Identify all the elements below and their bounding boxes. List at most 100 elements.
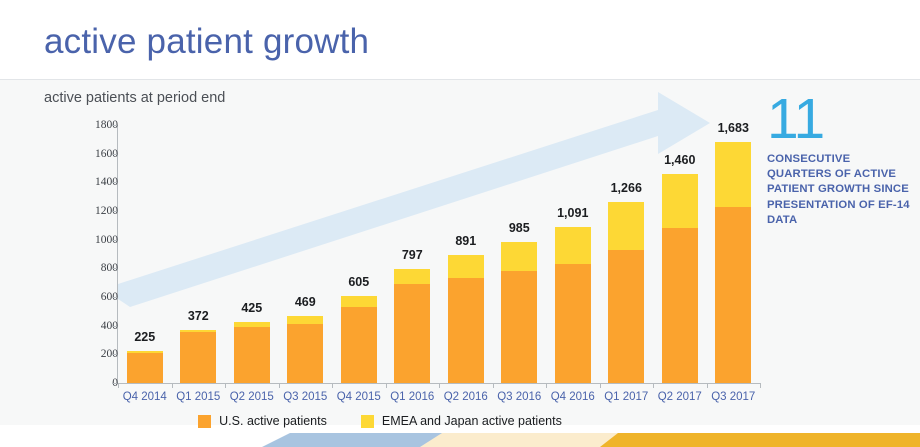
- bar-group[interactable]: [340, 296, 377, 383]
- bar-segment-emea-japan[interactable]: [180, 329, 217, 333]
- legend-label: EMEA and Japan active patients: [381, 414, 562, 428]
- x-axis-tick-label: Q4 2015: [336, 391, 381, 403]
- x-axis-tick-mark: [653, 383, 654, 388]
- bar-value-label: 425: [241, 301, 263, 316]
- x-axis-tick-mark: [760, 383, 761, 388]
- bar-group[interactable]: [661, 173, 698, 383]
- bottom-decorative-stripe: [0, 423, 920, 447]
- legend-item[interactable]: U.S. active patients: [198, 414, 327, 428]
- bar-segment-us[interactable]: [340, 307, 377, 383]
- bar-segment-emea-japan[interactable]: [554, 226, 591, 265]
- bar-group[interactable]: [554, 226, 591, 383]
- x-axis-tick-label: Q1 2017: [604, 391, 649, 403]
- bar-value-label: 372: [187, 308, 209, 323]
- x-axis-tick-mark: [385, 383, 387, 388]
- bar-value-label: 1,091: [557, 205, 589, 220]
- callout-text: CONSECUTIVE QUARTERS OF ACTIVE PATIENT G…: [767, 153, 910, 226]
- y-axis-tick-mark: [112, 354, 117, 356]
- x-axis-tick-mark: [278, 383, 280, 388]
- x-axis-tick-mark: [599, 383, 601, 388]
- x-axis-tick-label: Q3 2016: [497, 391, 542, 403]
- bar-segment-emea-japan[interactable]: [715, 141, 752, 208]
- bar-segment-emea-japan[interactable]: [233, 322, 270, 328]
- y-axis-tick-label: 800: [100, 262, 118, 275]
- bar-group[interactable]: [180, 329, 217, 383]
- bar-segment-emea-japan[interactable]: [340, 296, 377, 308]
- bar-segment-us[interactable]: [287, 324, 324, 383]
- bar-value-label: 797: [401, 247, 423, 262]
- title-divider: [0, 79, 920, 80]
- bar-segment-us[interactable]: [394, 283, 431, 383]
- bar-segment-emea-japan[interactable]: [126, 350, 163, 354]
- chart-legend: U.S. active patients EMEA and Japan activ…: [0, 414, 760, 428]
- x-axis-tick-label: Q2 2017: [657, 391, 702, 403]
- bar-group[interactable]: [447, 255, 484, 383]
- x-axis-tick-label: Q3 2015: [283, 391, 328, 403]
- bar-group[interactable]: [233, 322, 270, 383]
- bar-segment-emea-japan[interactable]: [394, 268, 431, 284]
- bar-segment-us[interactable]: [447, 277, 484, 383]
- x-axis-tick-mark: [546, 383, 547, 388]
- callout-block: 11 CONSECUTIVE QUARTERS OF ACTIVE PATIEN…: [767, 87, 912, 228]
- bar-group[interactable]: [287, 315, 324, 383]
- x-axis-tick-label: Q4 2014: [122, 391, 167, 403]
- y-axis-tick-label: 400: [100, 319, 118, 332]
- bar-segment-emea-japan[interactable]: [501, 241, 538, 272]
- x-axis-tick-mark: [118, 383, 119, 388]
- y-axis-line: [117, 125, 118, 384]
- x-axis-tick-mark: [492, 383, 494, 388]
- y-axis-tick-mark: [112, 182, 117, 184]
- x-axis-tick-mark: [225, 383, 226, 388]
- bar-value-label: 891: [455, 234, 477, 249]
- y-axis-tick-mark: [112, 211, 117, 212]
- y-axis-tick-label: 1400: [95, 176, 118, 189]
- bar-value-label: 225: [134, 329, 156, 344]
- bar-group[interactable]: [501, 241, 538, 383]
- bar-group[interactable]: [715, 141, 752, 383]
- bar-series-container: 225 372 425 469 605 797 891 985 1,091 1,266 1,460 1…: [118, 121, 760, 383]
- legend-swatch: [360, 414, 374, 428]
- x-axis-tick-label: Q2 2016: [443, 391, 488, 403]
- x-axis-tick-label: Q4 2016: [550, 391, 595, 403]
- bar-value-label: 985: [508, 220, 530, 235]
- y-axis-tick-mark: [112, 153, 117, 155]
- bar-segment-us[interactable]: [501, 271, 538, 383]
- bar-value-label: 1,460: [664, 152, 696, 167]
- y-axis-tick-mark: [112, 325, 117, 327]
- bar-segment-us[interactable]: [233, 327, 270, 383]
- bar-segment-us[interactable]: [180, 332, 217, 383]
- y-axis-tick-mark: [112, 268, 117, 270]
- y-axis-tick-label: 1600: [95, 147, 118, 160]
- bar-segment-us[interactable]: [554, 264, 591, 383]
- bar-segment-emea-japan[interactable]: [661, 173, 698, 229]
- x-axis-tick-mark: [706, 383, 708, 388]
- bar-value-label: 1,683: [717, 120, 749, 135]
- x-axis-tick-mark: [439, 383, 440, 388]
- bar-segment-emea-japan[interactable]: [287, 315, 324, 325]
- x-axis-tick-mark: [171, 383, 173, 388]
- bar-group[interactable]: [394, 268, 431, 383]
- y-axis-tick-label: 1000: [95, 233, 118, 246]
- y-axis-tick-mark: [112, 125, 117, 126]
- y-axis-labels: 020040060080010001200140016001800: [58, 0, 118, 447]
- bar-group[interactable]: [608, 201, 645, 383]
- x-axis-tick-label: Q3 2017: [711, 391, 756, 403]
- y-axis-tick-label: 200: [100, 348, 118, 361]
- bar-group[interactable]: [126, 350, 163, 383]
- page-title: active patient growth: [44, 22, 370, 61]
- y-axis-tick-label: 600: [100, 291, 118, 303]
- bar-segment-us[interactable]: [126, 353, 163, 383]
- x-axis-tick-label: Q2 2015: [229, 391, 274, 403]
- bar-segment-us[interactable]: [715, 207, 752, 383]
- y-axis-tick-label: 1200: [95, 205, 118, 217]
- legend-item[interactable]: EMEA and Japan active patients: [360, 414, 562, 428]
- callout-number: 11: [767, 87, 825, 151]
- x-axis-tick-label: Q1 2015: [176, 391, 221, 403]
- bar-segment-emea-japan[interactable]: [608, 201, 645, 251]
- x-axis-tick-mark: [332, 383, 333, 388]
- bar-segment-emea-japan[interactable]: [447, 255, 484, 278]
- x-axis-tick-label: Q1 2016: [390, 391, 435, 403]
- bar-segment-us[interactable]: [608, 250, 645, 383]
- bar-segment-us[interactable]: [661, 228, 698, 383]
